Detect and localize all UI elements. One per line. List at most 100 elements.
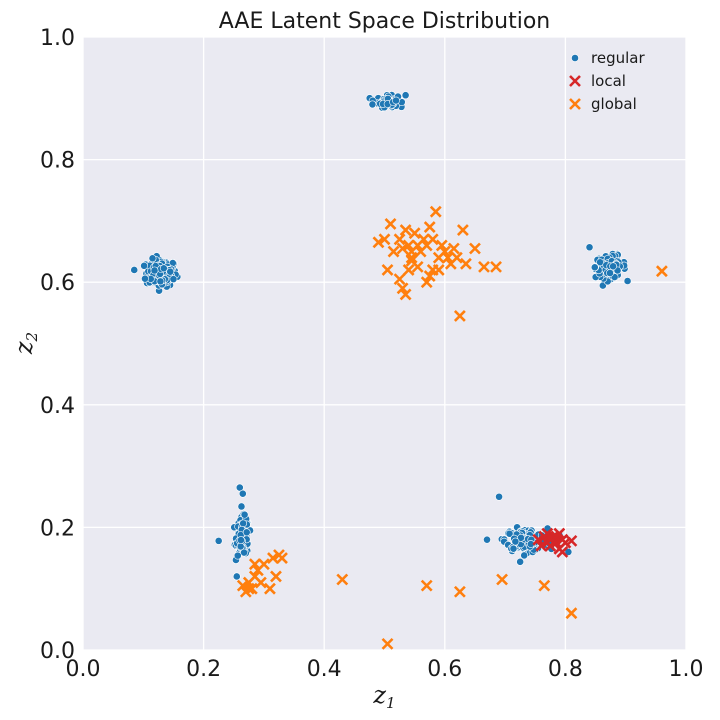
legend-item-global: global: [569, 95, 637, 113]
regular-point: [156, 277, 165, 286]
global-point: [248, 558, 261, 571]
global-point: [432, 264, 445, 276]
regular-point: [159, 264, 168, 273]
series-layer: [130, 91, 668, 650]
global-point: [453, 309, 466, 322]
global-point: [396, 242, 409, 255]
global-point: [450, 251, 463, 264]
series-global: [236, 205, 668, 650]
legend: regular local global: [569, 49, 645, 113]
local-point: [553, 527, 566, 540]
regular-point: [148, 254, 157, 263]
global-point: [420, 579, 433, 592]
plot-background: [83, 37, 686, 650]
regular-point: [511, 537, 520, 546]
global-point: [655, 265, 668, 278]
y-axis-label: z2: [10, 332, 41, 355]
global-point: [438, 245, 451, 258]
y-tick-label: 0.2: [40, 516, 75, 541]
regular-point: [141, 274, 149, 283]
global-point: [405, 251, 418, 264]
tick-labels: 0.0 0.2 0.4 0.6 0.8 1.0 0.0 0.2 0.4 0.6 0.8 1.0: [40, 26, 704, 682]
regular-point: [130, 266, 139, 274]
global-point: [453, 585, 466, 598]
series-local: [532, 527, 578, 558]
regular-point: [237, 536, 245, 544]
legend-marker: [571, 54, 579, 62]
global-point: [264, 582, 276, 595]
legend-marker: [569, 98, 581, 110]
y-tick-label: 0.6: [40, 271, 75, 296]
regular-point: [368, 100, 377, 109]
global-point: [423, 221, 436, 233]
regular-point: [520, 551, 529, 560]
series-regular: [130, 91, 632, 581]
global-point: [245, 582, 258, 595]
global-point: [378, 233, 391, 246]
legend-item-local: local: [569, 72, 626, 90]
global-point: [496, 573, 509, 586]
global-point: [242, 582, 255, 595]
global-point: [565, 607, 578, 620]
global-point: [447, 242, 460, 255]
global-point: [387, 245, 400, 258]
global-point: [408, 227, 421, 240]
local-point: [556, 546, 569, 558]
global-point: [538, 579, 551, 592]
global-point: [469, 242, 481, 255]
regular-point: [596, 258, 604, 267]
regular-point: [214, 536, 223, 545]
x-tick-label: 0.4: [307, 657, 342, 682]
regular-point: [140, 261, 149, 270]
global-point: [426, 233, 439, 246]
regular-point: [242, 528, 251, 537]
x-tick-label: 0.6: [427, 657, 462, 682]
regular-point: [585, 243, 594, 252]
global-point: [384, 218, 397, 230]
regular-point: [495, 492, 503, 501]
global-point: [441, 251, 454, 264]
regular-point: [606, 269, 614, 277]
global-point: [381, 264, 394, 276]
x-tick-label: 0.8: [548, 657, 583, 682]
local-point: [535, 539, 548, 552]
local-point: [541, 527, 554, 540]
legend-label: global: [591, 95, 637, 113]
local-point: [547, 530, 560, 543]
global-point: [257, 558, 270, 571]
global-point: [381, 637, 394, 650]
regular-point: [240, 548, 248, 557]
y-tick-label: 0.0: [40, 639, 75, 664]
global-point: [490, 260, 502, 273]
global-point: [393, 233, 406, 246]
global-point: [435, 239, 448, 252]
local-point: [544, 539, 557, 552]
legend-label: local: [591, 72, 626, 90]
regular-point: [237, 502, 246, 511]
legend-marker: [569, 75, 581, 87]
local-point: [532, 533, 545, 546]
regular-point: [150, 266, 159, 275]
global-point: [396, 282, 409, 295]
global-point: [336, 573, 349, 586]
x-tick-label: 1.0: [669, 657, 704, 682]
y-tick-label: 0.8: [40, 149, 75, 174]
legend-label: regular: [591, 49, 645, 67]
y-tick-label: 1.0: [40, 26, 75, 51]
chart-title: AAE Latent Space Distribution: [219, 9, 550, 34]
x-axis-label: z1: [372, 681, 395, 712]
regular-point: [509, 544, 518, 553]
global-point: [393, 273, 406, 286]
regular-point: [235, 483, 244, 492]
global-point: [429, 205, 442, 218]
global-point: [411, 260, 424, 273]
regular-point: [516, 557, 525, 566]
global-point: [402, 239, 415, 252]
global-point: [399, 288, 412, 301]
regular-point: [609, 262, 617, 271]
regular-point: [401, 91, 410, 100]
global-point: [276, 552, 288, 564]
global-point: [478, 260, 490, 273]
regular-point: [483, 535, 491, 544]
